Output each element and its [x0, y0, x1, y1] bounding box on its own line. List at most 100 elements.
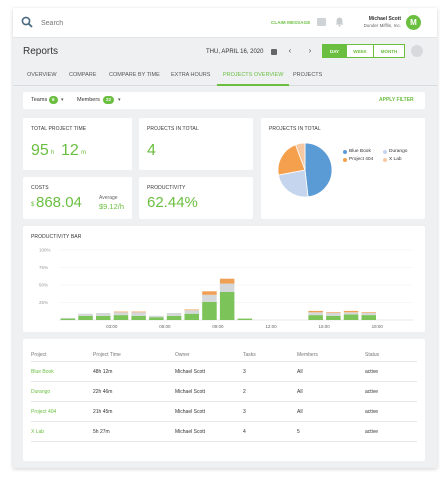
legend-swatch-blue-book — [343, 150, 347, 154]
bar-segment-green[interactable] — [308, 315, 323, 320]
bar-segment-gray[interactable] — [202, 294, 217, 302]
search-input[interactable] — [41, 16, 191, 30]
bar-segment-gray[interactable] — [113, 312, 129, 316]
bar-segment-gray[interactable] — [326, 313, 341, 316]
bar-segment-orange[interactable] — [184, 309, 200, 311]
chart-title: PRODUCTIVITY BAR — [31, 234, 82, 240]
bar-segment-green[interactable] — [78, 315, 93, 320]
productivity-card: PRODUCTIVITY 62.44% — [139, 177, 253, 219]
members-filter[interactable]: Members — [77, 97, 100, 103]
project-name-link[interactable]: Blue Book — [31, 369, 54, 375]
average-value: $9.12/h — [99, 202, 125, 211]
bar-segment-gray[interactable] — [95, 313, 111, 316]
project-tasks: 2 — [243, 389, 246, 395]
project-time: 22h 46m — [93, 389, 113, 395]
costs-label: COSTS — [31, 185, 49, 191]
bar-segment-orange[interactable] — [361, 312, 377, 313]
bar-segment-gray[interactable] — [308, 312, 323, 316]
teams-chevron-down-icon[interactable]: ▾ — [61, 97, 64, 103]
bar-segment-gray[interactable] — [149, 315, 164, 318]
bar-segment-green[interactable] — [237, 318, 253, 320]
average-label: Average — [99, 195, 118, 201]
project-owner: Michael Scott — [175, 389, 206, 395]
date-label: THU, APRIL 16, 2020 — [206, 49, 264, 55]
bar-segment-orange[interactable] — [219, 278, 235, 284]
header-divider — [31, 361, 417, 362]
projects-table: Project Project Time Owner Tasks Members… — [23, 339, 425, 461]
user-company: Dunder Mifflin, Inc. — [363, 23, 401, 28]
bar-segment-orange[interactable] — [131, 311, 146, 313]
tab-overview[interactable]: OVERVIEW — [27, 72, 57, 78]
top-bar: CLAIM MESSAGE Michael Scott Dunder Miffl… — [13, 8, 437, 38]
claim-message-link[interactable]: CLAIM MESSAGE — [271, 20, 311, 25]
settings-icon[interactable] — [411, 45, 423, 57]
bar-segment-gray[interactable] — [166, 313, 182, 316]
bar-segment-gray[interactable] — [361, 313, 377, 316]
project-name-link[interactable]: Project 404 — [31, 409, 57, 415]
project-tasks: 3 — [243, 409, 246, 415]
bar-segment-green[interactable] — [184, 313, 200, 320]
x-tick-label: 09:00 — [212, 324, 224, 329]
tab-compare-by-time[interactable]: COMPARE BY TIME — [109, 72, 160, 78]
bar-segment-green[interactable] — [149, 317, 164, 320]
bar-segment-green[interactable] — [219, 292, 235, 320]
tab-projects[interactable]: PROJECTS — [293, 72, 323, 78]
bar-segment-orange[interactable] — [113, 311, 129, 313]
bar-segment-orange[interactable] — [326, 312, 341, 313]
bar-segment-green[interactable] — [60, 318, 76, 320]
project-name-link[interactable]: Durango — [31, 389, 51, 395]
project-owner: Michael Scott — [175, 429, 206, 435]
x-tick-label: 12:00 — [265, 324, 277, 329]
avatar[interactable]: M — [406, 15, 421, 30]
bar-segment-gray[interactable] — [343, 312, 359, 315]
bar-segment-green[interactable] — [113, 315, 129, 320]
bar-segment-green[interactable] — [131, 315, 146, 320]
bar-segment-green[interactable] — [343, 314, 359, 320]
row-divider — [31, 381, 417, 382]
next-date-button[interactable]: › — [308, 46, 312, 55]
bar-segment-orange[interactable] — [202, 291, 217, 295]
project-name-link[interactable]: X Lab — [31, 429, 45, 435]
bar-segment-green[interactable] — [166, 315, 182, 320]
bell-icon[interactable] — [335, 17, 344, 27]
bar-segment-gray[interactable] — [60, 317, 76, 319]
bar-segment-gray[interactable] — [131, 312, 146, 316]
pie-slice-blue-book[interactable] — [304, 142, 333, 198]
legend-durango: Durango — [389, 149, 408, 154]
pie-slice-durango[interactable] — [278, 169, 309, 198]
column-header-members: Members — [297, 352, 318, 358]
members-count-badge: 22 — [103, 96, 115, 104]
bar-segment-green[interactable] — [326, 315, 341, 320]
user-name: Michael Scott — [368, 16, 401, 22]
projects-total-label: PROJECTS IN TOTAL — [147, 126, 199, 132]
pie-slice-x-lab[interactable] — [295, 142, 306, 171]
bar-segment-gray[interactable] — [219, 283, 235, 292]
total-time-minutes: 12 — [61, 142, 79, 159]
members-chevron-down-icon[interactable]: ▾ — [118, 97, 121, 103]
message-icon[interactable] — [317, 18, 326, 26]
bar-segment-green[interactable] — [202, 301, 217, 320]
bar-segment-green[interactable] — [361, 315, 377, 320]
costs-value: 868.04 — [36, 194, 82, 211]
total-time-m-unit: m — [81, 150, 86, 156]
legend-swatch-project-404 — [343, 158, 347, 162]
column-header-project-time: Project Time — [93, 352, 121, 358]
calendar-icon[interactable] — [271, 49, 277, 55]
productivity-label: PRODUCTIVITY — [147, 185, 186, 191]
apply-filter-button[interactable]: APPLY FILTER — [379, 97, 414, 103]
row-divider — [31, 421, 417, 422]
teams-filter[interactable]: Teams — [31, 97, 48, 103]
tab-compare[interactable]: COMPARE — [69, 72, 97, 78]
bar-segment-orange[interactable] — [343, 310, 359, 313]
range-week-button[interactable]: WEEK — [346, 44, 374, 58]
previous-date-button[interactable]: ‹ — [288, 46, 292, 55]
bar-segment-orange[interactable] — [308, 310, 323, 313]
bar-segment-green[interactable] — [95, 315, 111, 320]
tab-extra-hours[interactable]: EXTRA HOURS — [171, 72, 211, 78]
range-day-button[interactable]: DAY — [322, 44, 347, 58]
project-owner: Michael Scott — [175, 409, 206, 415]
tab-projects-overview[interactable]: PROJECTS OVERVIEW — [223, 72, 284, 78]
bar-segment-gray[interactable] — [184, 310, 200, 314]
range-month-button[interactable]: MONTH — [373, 44, 405, 58]
bar-segment-gray[interactable] — [78, 313, 93, 316]
